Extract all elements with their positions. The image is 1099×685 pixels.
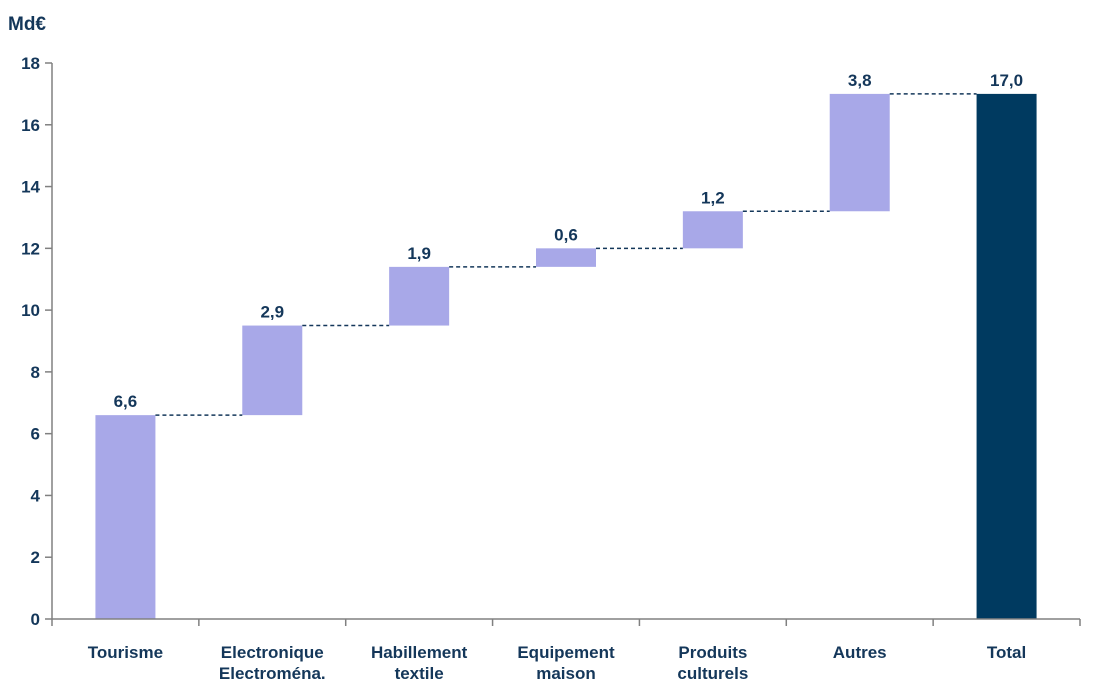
y-tick-label: 14 xyxy=(21,178,40,197)
category-label: Produits culturels xyxy=(677,643,748,683)
y-tick-label: 10 xyxy=(21,301,40,320)
value-label: 2,9 xyxy=(260,303,284,322)
value-label: 17,0 xyxy=(990,71,1023,90)
value-label: 1,9 xyxy=(407,244,431,263)
category-label: Tourisme xyxy=(88,643,163,662)
y-tick-label: 16 xyxy=(21,116,40,135)
value-label: 1,2 xyxy=(701,188,725,207)
y-tick-label: 12 xyxy=(21,239,40,258)
y-tick-label: 6 xyxy=(31,425,40,444)
y-tick-label: 0 xyxy=(31,610,40,629)
category-label: Equipement maison xyxy=(517,643,615,683)
y-axis-label: Md€ xyxy=(8,14,46,35)
value-label: 3,8 xyxy=(848,71,872,90)
category-label: Electronique Electroména. xyxy=(219,643,326,683)
value-label: 0,6 xyxy=(554,225,578,244)
increment-bar xyxy=(536,248,596,267)
category-labels: Tourisme Electronique Electroména. Habillem… xyxy=(88,643,1026,683)
y-tick-label: 18 xyxy=(21,54,40,73)
connector-lines xyxy=(155,93,977,416)
increment-bar xyxy=(829,93,890,212)
y-axis-ticks: 0 2 4 6 8 10 12 14 16 18 xyxy=(21,54,52,629)
y-tick-label: 4 xyxy=(31,486,41,505)
y-tick-label: 2 xyxy=(31,548,40,567)
total-bar xyxy=(976,93,1037,619)
value-label: 6,6 xyxy=(114,392,138,411)
category-label: Habillement textile xyxy=(371,643,468,683)
increment-bar xyxy=(242,325,303,416)
bars xyxy=(95,93,1037,619)
increment-bar xyxy=(389,266,450,326)
increment-bar xyxy=(95,415,156,619)
y-tick-label: 8 xyxy=(31,363,40,382)
axes xyxy=(51,63,1081,626)
increment-bar xyxy=(682,211,743,249)
value-labels: 6,6 2,9 1,9 0,6 1,2 3,8 17,0 xyxy=(114,71,1024,411)
category-label: Total xyxy=(987,643,1026,662)
category-label: Autres xyxy=(833,643,887,662)
